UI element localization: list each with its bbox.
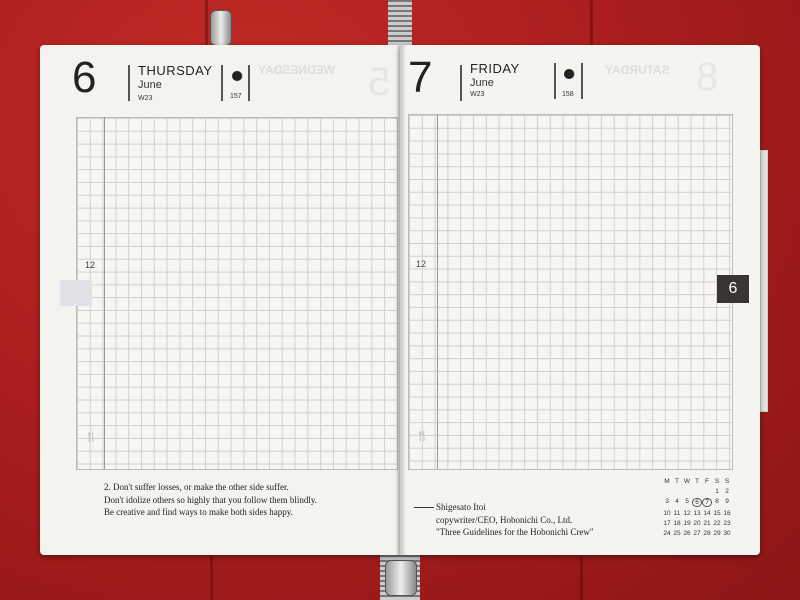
calendar-header: S — [714, 478, 720, 485]
attribution-line: Shigesato Itoi — [436, 502, 486, 512]
mini-calendar: M T W T F S S 1 2 3 4 5 6 7 8 9 10 11 12 13 14 15 16 17 18 19 20 21… — [662, 478, 732, 537]
zipper-pull-bottom[interactable] — [385, 560, 417, 596]
zipper-top — [388, 0, 412, 45]
week-number: W23 — [138, 95, 153, 102]
calendar-header: S — [724, 478, 730, 485]
calendar-day: 21 — [703, 520, 711, 527]
day-of-year: 158 — [562, 91, 574, 98]
calendar-day: 14 — [703, 510, 711, 517]
calendar-day: 4 — [675, 498, 679, 505]
calendar-day: 28 — [703, 530, 711, 537]
calendar-day: 6 — [692, 498, 702, 507]
calendar-day: 19 — [683, 520, 691, 527]
calendar-header: T — [695, 478, 699, 485]
weekday: FRIDAY — [470, 61, 520, 76]
show-through-text: SATURDAY — [605, 63, 670, 77]
moon-phase-icon — [232, 71, 242, 81]
day-number: 7 — [408, 53, 433, 102]
calendar-day — [662, 488, 672, 495]
calendar-header: F — [705, 478, 709, 485]
show-through-text: WEDNESDAY — [258, 63, 335, 77]
attribution-line: copywriter/CEO, Hobonichi Co., Ltd. — [436, 514, 573, 525]
moon-phase-icon — [564, 69, 574, 79]
grid-area[interactable] — [408, 114, 733, 470]
calendar-day — [682, 488, 692, 495]
calendar-day: 25 — [673, 530, 681, 537]
divider — [460, 65, 462, 101]
calendar-day: 5 — [685, 498, 689, 505]
hour-label: 12 — [85, 260, 96, 270]
divider — [221, 65, 223, 101]
calendar-day: 12 — [683, 510, 691, 517]
calendar-day: 17 — [663, 520, 671, 527]
zipper-pull-top[interactable] — [210, 10, 232, 46]
calendar-day: 18 — [673, 520, 681, 527]
attribution-line: "Three Guidelines for the Hobonichi Crew… — [436, 527, 594, 537]
month-tab[interactable]: 6 — [717, 275, 749, 303]
calendar-day — [702, 488, 712, 495]
page-edge-shadow — [60, 280, 92, 306]
hour-label: 12 — [416, 259, 427, 269]
calendar-day: 10 — [663, 510, 671, 517]
time-divider-line — [437, 114, 438, 469]
quote-line: Don't idolize others so highly that you … — [104, 494, 318, 505]
divider — [248, 65, 250, 101]
calendar-day — [672, 488, 682, 495]
cover-seam — [590, 0, 593, 45]
calendar-day: 2 — [725, 488, 729, 495]
calendar-day: 29 — [713, 530, 721, 537]
calendar-day: 30 — [723, 530, 731, 537]
calendar-day: 20 — [693, 520, 701, 527]
calendar-day: 3 — [665, 498, 669, 505]
quote-line: 2. Don't suffer losses, or make the othe… — [104, 482, 289, 492]
calendar-header: W — [683, 478, 691, 485]
cover-seam — [580, 556, 583, 600]
calendar-day: 26 — [683, 530, 691, 537]
cover-seam — [210, 556, 213, 600]
calendar-day: 9 — [725, 498, 729, 505]
grid-area[interactable] — [76, 117, 398, 470]
calendar-day: 24 — [663, 530, 671, 537]
month: June — [138, 79, 162, 91]
day-of-year: 157 — [230, 93, 242, 100]
divider — [554, 63, 556, 99]
calendar-day: 16 — [723, 510, 731, 517]
spine-shadow — [396, 45, 406, 555]
show-through-number: 5 — [368, 60, 391, 104]
quote-line: Be creative and find ways to make both s… — [104, 507, 293, 517]
calendar-day: 27 — [693, 530, 701, 537]
quote: 2. Don't suffer losses, or make the othe… — [104, 481, 317, 519]
calendar-day: 13 — [693, 510, 701, 517]
calendar-day: 11 — [673, 510, 681, 517]
calendar-day — [692, 488, 702, 495]
time-divider-line — [104, 117, 105, 469]
page-edges — [760, 150, 768, 412]
attribution-dash — [414, 507, 434, 508]
calendar-day: 1 — [715, 488, 719, 495]
calendar-day: 23 — [723, 520, 731, 527]
divider — [581, 63, 583, 99]
left-page: 6 THURSDAY June W23 157 WEDNESDAY 5 12 🍴… — [40, 45, 400, 555]
show-through-number: 8 — [696, 55, 719, 99]
right-page: 7 FRIDAY June W23 158 SATURDAY 8 12 🍴 Sh… — [400, 45, 760, 555]
calendar-day: 22 — [713, 520, 721, 527]
month: June — [470, 77, 494, 89]
day-number: 6 — [72, 53, 97, 102]
calendar-header: M — [664, 478, 670, 485]
cover-seam — [205, 0, 208, 45]
divider — [128, 65, 130, 101]
fork-knife-icon: 🍴 — [85, 432, 98, 443]
attribution: Shigesato Itoi copywriter/CEO, Hobonichi… — [436, 501, 594, 539]
week-number: W23 — [470, 91, 485, 98]
fork-knife-icon: 🍴 — [416, 431, 429, 442]
weekday: THURSDAY — [138, 63, 213, 78]
calendar-header: T — [675, 478, 679, 485]
calendar-day: 8 — [715, 498, 719, 505]
calendar-day: 7 — [702, 498, 712, 507]
calendar-day: 15 — [713, 510, 721, 517]
